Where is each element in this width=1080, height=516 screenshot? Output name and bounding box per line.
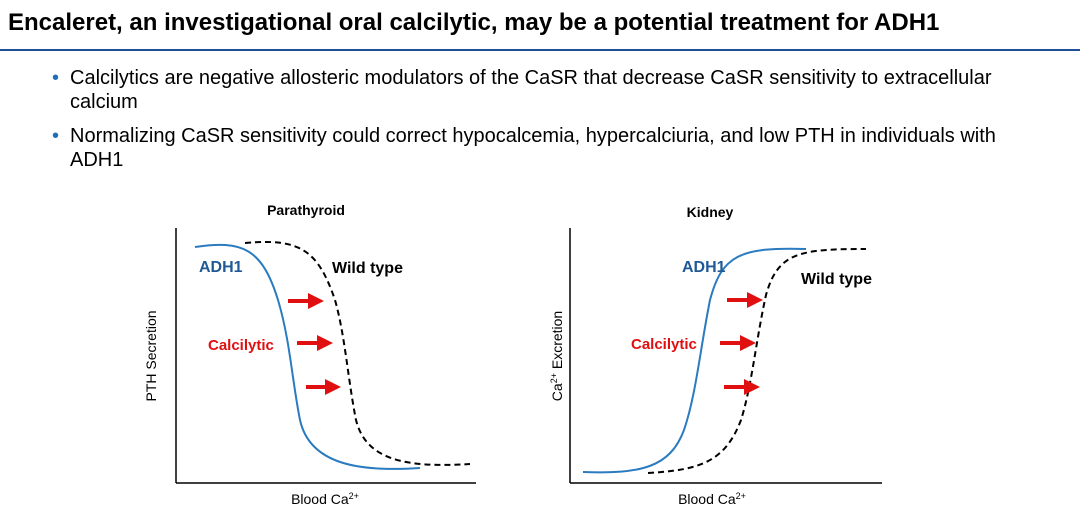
parathyroid-y-label: PTH Secretion (143, 310, 159, 401)
bullet-item: • Normalizing CaSR sensitivity could cor… (52, 124, 1052, 172)
parathyroid-adh1-curve (194, 243, 421, 470)
title-divider (0, 49, 1080, 51)
parathyroid-wildtype-label: Wild type (332, 260, 403, 277)
kidney-wildtype-curve (647, 248, 867, 474)
bullet-dot-icon: • (52, 67, 60, 89)
parathyroid-adh1-label: ADH1 (199, 259, 243, 276)
bullet-item: • Calcilytics are negative allosteric mo… (52, 66, 1052, 114)
parathyroid-x-label: Blood Ca2+ (291, 491, 359, 507)
kidney-x-label: Blood Ca2+ (678, 491, 746, 507)
parathyroid-title: Parathyroid (267, 202, 345, 218)
kidney-adh1-curve (582, 247, 807, 474)
parathyroid-panel: Parathyroid PTH Secretion Blood Ca2+ ADH… (143, 202, 476, 507)
parathyroid-wildtype-curve (244, 241, 471, 466)
kidney-title: Kidney (687, 204, 734, 220)
bullet-dot-icon: • (52, 125, 60, 147)
kidney-y-label: Ca2+ Excretion (549, 311, 565, 401)
kidney-adh1-label: ADH1 (682, 259, 726, 276)
slide-title: Encaleret, an investigational oral calci… (8, 9, 940, 36)
bullet-text: Calcilytics are negative allosteric modu… (70, 67, 992, 113)
kidney-wildtype-label: Wild type (801, 271, 872, 288)
kidney-calcilytic-label: Calcilytic (631, 336, 697, 353)
kidney-panel: Kidney Ca2+ Excretion Blood Ca2+ ADH1 Wi… (549, 204, 882, 507)
bullet-list: • Calcilytics are negative allosteric mo… (52, 66, 1052, 182)
bullet-text: Normalizing CaSR sensitivity could corre… (70, 125, 996, 171)
parathyroid-calcilytic-label: Calcilytic (208, 337, 274, 354)
